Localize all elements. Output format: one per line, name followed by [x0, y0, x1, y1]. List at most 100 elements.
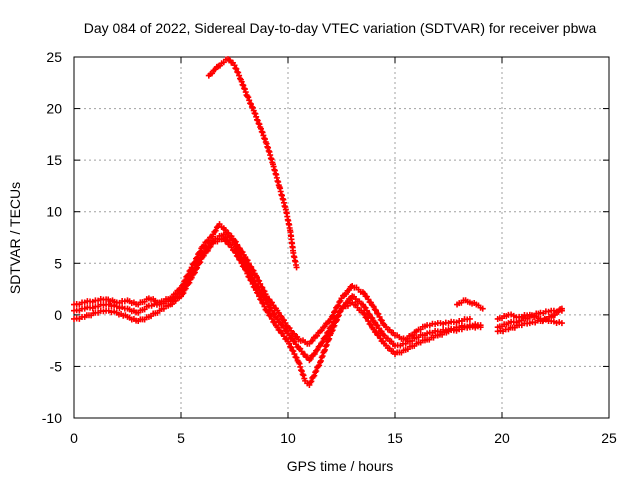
data-point	[330, 323, 337, 330]
y-tick-label: 5	[54, 255, 62, 271]
data-point	[237, 75, 244, 82]
data-point	[179, 291, 186, 298]
data-point	[232, 249, 239, 256]
data-point	[252, 110, 259, 117]
data-point	[186, 279, 193, 286]
data-point	[314, 332, 321, 339]
data-point	[322, 346, 329, 353]
x-tick-labels: 0 5 10 15 20 25	[70, 430, 617, 446]
data-point	[192, 266, 199, 273]
data-point	[241, 86, 248, 93]
data-point	[328, 328, 335, 335]
y-tick-label: 25	[46, 49, 62, 65]
data-point	[180, 290, 187, 297]
data-point	[291, 351, 298, 358]
data-point	[331, 309, 338, 316]
series-track-late-d	[494, 305, 565, 335]
x-tick-label: 5	[177, 430, 185, 446]
data-point	[246, 274, 253, 281]
y-tick-label: -10	[42, 410, 62, 426]
data-point	[242, 266, 249, 273]
data-point	[298, 367, 305, 374]
y-tick-label: 20	[46, 101, 62, 117]
data-point	[346, 286, 353, 293]
data-point	[200, 252, 207, 259]
data-point	[308, 378, 315, 385]
data-point	[188, 274, 195, 281]
data-point	[311, 372, 318, 379]
data-point	[243, 267, 250, 274]
series-track-lower-band	[71, 235, 484, 388]
data-point	[558, 320, 565, 327]
data-point	[307, 379, 314, 386]
data-point	[558, 305, 565, 312]
x-axis-label: GPS time / hours	[287, 458, 394, 474]
data-point	[310, 373, 317, 380]
data-point	[259, 129, 266, 136]
data-point	[244, 270, 251, 277]
data-point	[254, 117, 261, 124]
data-point	[257, 125, 264, 132]
data-point	[336, 308, 343, 315]
data-point	[255, 290, 262, 297]
data-point	[253, 113, 260, 120]
data-point	[370, 303, 377, 310]
data-point	[376, 313, 383, 320]
data-point	[261, 303, 268, 310]
data-point	[256, 121, 263, 128]
data-series	[71, 56, 565, 388]
data-point	[319, 339, 326, 346]
data-point	[235, 69, 242, 76]
data-point	[479, 305, 486, 312]
data-point	[313, 368, 320, 375]
data-point	[331, 322, 338, 329]
data-point	[231, 62, 238, 69]
data-point	[335, 302, 342, 309]
x-tick-label: 20	[494, 430, 510, 446]
data-point	[318, 340, 325, 347]
data-point	[181, 286, 188, 293]
chart-title: Day 084 of 2022, Sidereal Day-to-day VTE…	[84, 20, 597, 36]
data-point	[260, 132, 267, 139]
data-point	[334, 313, 341, 320]
data-point	[258, 296, 265, 303]
data-point	[307, 355, 314, 362]
data-point	[194, 264, 201, 271]
series-track-middle-band	[71, 231, 484, 364]
data-point	[321, 323, 328, 330]
data-point	[212, 227, 219, 234]
axis-ticks	[73, 56, 610, 419]
data-point	[246, 97, 253, 104]
data-point	[329, 327, 336, 334]
data-point	[244, 93, 251, 100]
data-point	[293, 354, 300, 361]
data-point	[238, 260, 245, 267]
data-point	[191, 269, 198, 276]
x-tick-label: 15	[387, 430, 403, 446]
data-point	[297, 363, 304, 370]
data-point	[372, 307, 379, 314]
data-point	[326, 335, 333, 342]
data-point	[249, 104, 256, 111]
data-point	[298, 368, 305, 375]
data-point	[318, 327, 325, 334]
data-point	[207, 243, 214, 250]
data-point	[299, 371, 306, 378]
data-point	[233, 65, 240, 72]
data-point	[242, 89, 249, 96]
data-point	[466, 315, 473, 322]
data-point	[190, 270, 197, 277]
grid	[74, 57, 609, 418]
data-point	[248, 277, 255, 284]
data-point	[238, 78, 245, 85]
x-tick-label: 10	[280, 430, 296, 446]
data-point	[256, 293, 263, 300]
data-point	[311, 350, 318, 357]
series-track-upper-band	[71, 221, 473, 347]
data-point	[312, 369, 319, 376]
plot-frame	[73, 56, 610, 419]
y-tick-label: 10	[46, 204, 62, 220]
data-point	[236, 72, 243, 79]
data-point	[334, 316, 341, 323]
